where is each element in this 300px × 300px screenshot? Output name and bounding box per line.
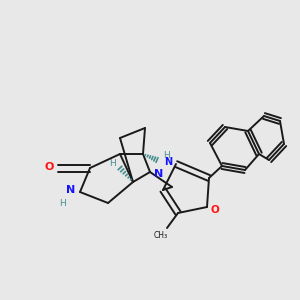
Text: H: H — [58, 199, 65, 208]
Text: O: O — [211, 205, 219, 215]
Text: H: H — [163, 152, 170, 160]
Text: N: N — [154, 169, 164, 179]
Text: N: N — [66, 185, 76, 195]
Text: N: N — [164, 157, 172, 167]
Text: CH₃: CH₃ — [154, 230, 168, 239]
Text: H: H — [109, 158, 116, 167]
Text: O: O — [44, 162, 54, 172]
